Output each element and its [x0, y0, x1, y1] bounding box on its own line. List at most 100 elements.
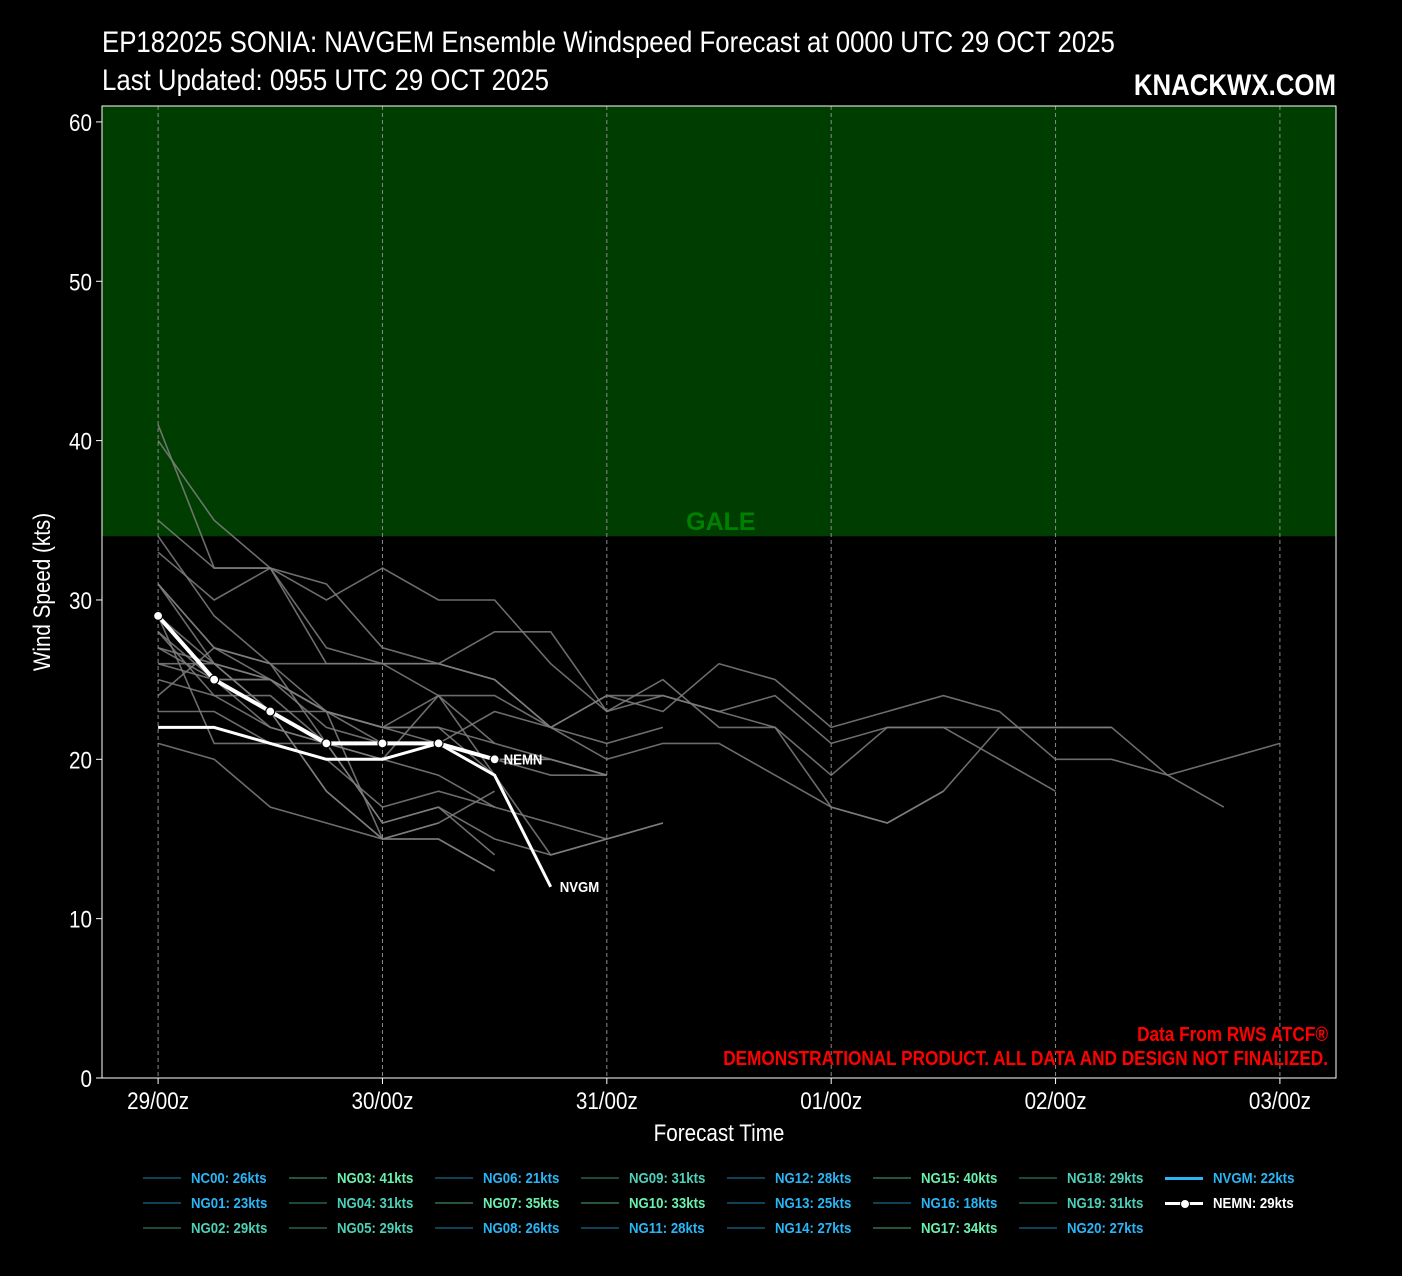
legend-label: NG16: 18kts: [921, 1194, 998, 1212]
legend-item: NG08: 26kts: [435, 1216, 570, 1240]
legend-item: NG20: 27kts: [1019, 1216, 1154, 1240]
legend-item: NG07: 35kts: [435, 1191, 570, 1215]
x-axis-label: Forecast Time: [654, 1120, 785, 1147]
gale-label: GALE: [686, 508, 755, 536]
legend-label: NG11: 28kts: [629, 1219, 705, 1237]
legend-item: NG11: 28kts: [581, 1216, 715, 1240]
legend-label: NG02: 29kts: [191, 1219, 268, 1237]
plot-frame: [101, 105, 1337, 1079]
x-tick-label: 30/00z: [351, 1088, 413, 1115]
series-line-ng15: [157, 440, 1112, 745]
nemn-point: [377, 738, 388, 749]
y-tick-label: 0: [81, 1066, 92, 1093]
legend-swatch: [143, 1227, 181, 1229]
nemn-point: [265, 706, 276, 717]
nemn-point: [433, 738, 444, 749]
series-line-nvgm: [158, 725, 553, 888]
legend-label: NG15: 40kts: [921, 1169, 998, 1187]
legend-label: NG01: 23kts: [191, 1194, 268, 1212]
legend-item: NG10: 33kts: [581, 1191, 716, 1215]
legend-item: NG06: 21kts: [435, 1166, 570, 1190]
legend-swatch: [1165, 1198, 1203, 1209]
legend-label: NG12: 28kts: [775, 1169, 852, 1187]
x-axis: 29/00z 30/00z 31/00z 01/00z 02/00z 03/00z: [127, 1078, 1311, 1114]
legend-swatch: [873, 1227, 911, 1229]
legend-item: NG18: 29kts: [1019, 1166, 1154, 1190]
legend-label: NC00: 26kts: [191, 1169, 267, 1187]
x-tick-label: 31/00z: [576, 1088, 638, 1115]
legend-label: NG05: 29kts: [337, 1219, 414, 1237]
y-tick-label: 20: [69, 747, 92, 774]
legend-swatch: [1019, 1227, 1057, 1229]
y-tick-label: 60: [69, 109, 92, 136]
series-line-ng18: [157, 615, 944, 824]
brand-logo-text: KNACKWX.COM: [1133, 69, 1336, 102]
legend-item: NG14: 27kts: [727, 1216, 862, 1240]
grid-lines: [157, 106, 1281, 1078]
legend-swatch: [435, 1227, 473, 1229]
legend-label: NG14: 27kts: [775, 1219, 852, 1237]
nemn-point: [489, 754, 500, 765]
y-tick-label: 40: [69, 428, 92, 455]
legend-swatch: [727, 1177, 765, 1179]
y-tick-label: 30: [69, 588, 92, 615]
legend-swatch: [1165, 1176, 1203, 1180]
legend-item: NG12: 28kts: [727, 1166, 862, 1190]
legend-item: NG03: 41kts: [289, 1166, 424, 1190]
legend-item: NG04: 31kts: [289, 1191, 424, 1215]
legend-swatch: [581, 1227, 619, 1229]
legend-label: NG06: 21kts: [483, 1169, 560, 1187]
series-line-ng19: [157, 583, 495, 840]
legend: NC00: 26kts NG01: 23kts NG02: 29kts NG03: 4…: [140, 1166, 1340, 1246]
legend-item: NG13: 25kts: [727, 1191, 862, 1215]
legend-item: NG16: 18kts: [873, 1191, 1008, 1215]
chart-title: EP182025 SONIA: NAVGEM Ensemble Windspee…: [102, 26, 1115, 59]
legend-label: NG07: 35kts: [483, 1194, 560, 1212]
legend-marker: [1180, 1198, 1190, 1209]
legend-label: NG04: 31kts: [337, 1194, 414, 1212]
legend-label: NG10: 33kts: [629, 1194, 706, 1212]
y-axis-label: Wind Speed (kts): [29, 513, 56, 671]
legend-swatch: [1019, 1177, 1057, 1179]
legend-item: NG17: 34kts: [873, 1216, 1008, 1240]
legend-swatch: [435, 1177, 473, 1179]
legend-label: NG13: 25kts: [775, 1194, 852, 1212]
legend-label: NG09: 31kts: [629, 1169, 706, 1187]
x-tick-label: 03/00z: [1249, 1088, 1311, 1115]
legend-swatch: [143, 1177, 181, 1179]
data-source-note: Data From RWS ATCF®: [1137, 1023, 1328, 1046]
y-tick-label: 10: [69, 906, 92, 933]
legend-item: NC00: 26kts: [143, 1166, 277, 1190]
y-axis: 0 10 20 30 40 50 60: [69, 109, 102, 1092]
legend-swatch: [727, 1227, 765, 1229]
last-updated-text: Last Updated: 0955 UTC 29 OCT 2025: [102, 64, 549, 97]
legend-label: NG08: 26kts: [483, 1219, 560, 1237]
legend-label: NG20: 27kts: [1067, 1219, 1144, 1237]
legend-swatch: [289, 1202, 327, 1204]
x-tick-label: 01/00z: [800, 1088, 862, 1115]
legend-label: NG18: 29kts: [1067, 1169, 1144, 1187]
legend-item: NG05: 29kts: [289, 1216, 424, 1240]
legend-label: NG03: 41kts: [337, 1169, 414, 1187]
legend-item: NG19: 31kts: [1019, 1191, 1154, 1215]
nemn-point: [321, 738, 332, 749]
legend-swatch: [581, 1202, 619, 1204]
y-tick-label: 50: [69, 269, 92, 296]
nemn-point: [209, 674, 220, 685]
legend-swatch: [289, 1227, 327, 1229]
series-end-label-nemn: NEMN: [504, 751, 543, 768]
legend-swatch: [873, 1177, 911, 1179]
legend-label: NG19: 31kts: [1067, 1194, 1144, 1212]
legend-label: NVGM: 22kts: [1213, 1169, 1295, 1187]
gale-band: [102, 106, 1336, 537]
legend-item: NVGM: 22kts: [1165, 1166, 1306, 1190]
x-tick-label: 29/00z: [127, 1088, 189, 1115]
legend-swatch: [143, 1202, 181, 1204]
legend-item: NG15: 40kts: [873, 1166, 1008, 1190]
series-end-label-nvgm: NVGM: [560, 878, 600, 895]
series-lines: NVGM NEMN: [152, 424, 1281, 895]
legend-swatch: [727, 1202, 765, 1204]
legend-swatch: [873, 1202, 911, 1204]
legend-swatch: [435, 1202, 473, 1204]
